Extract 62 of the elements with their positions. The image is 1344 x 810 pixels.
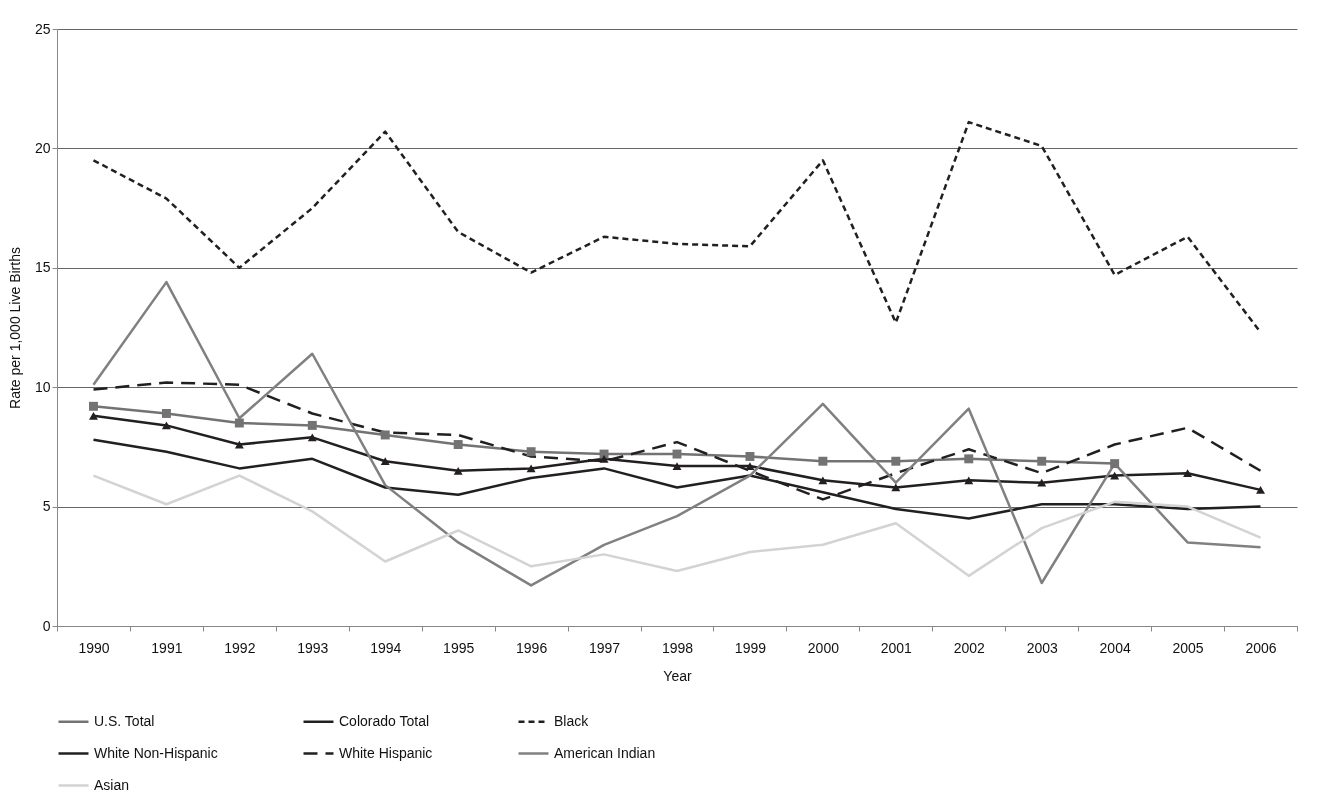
point [453, 466, 463, 475]
line-series [92, 474, 1262, 578]
line-series [92, 280, 1262, 587]
point [307, 433, 317, 442]
point [891, 456, 901, 466]
x-tick-label: 1994 [370, 639, 402, 656]
x-tick-label: 2002 [953, 639, 986, 656]
point [161, 421, 171, 430]
point [599, 454, 609, 463]
y-tick-label: 10 [34, 378, 51, 395]
x-tick-label: 2000 [807, 639, 840, 656]
point [1256, 486, 1265, 494]
x-tick-label: 1995 [443, 639, 475, 656]
point [672, 462, 682, 470]
point [89, 401, 98, 411]
legend-label: Black [554, 712, 590, 729]
point [1110, 459, 1120, 469]
x-tick-label: 1992 [224, 639, 256, 656]
x-tick-label: 2001 [880, 639, 913, 656]
y-tick-label: 5 [42, 498, 51, 515]
x-tick-label: 2006 [1245, 639, 1277, 656]
point [964, 476, 974, 485]
x-tick-label: 2005 [1172, 639, 1204, 656]
y-tick-label: 20 [34, 139, 51, 156]
point [234, 418, 244, 428]
x-axis-title: Year [663, 667, 692, 684]
y-tick-label: 0 [42, 617, 51, 634]
x-tick-label: 2004 [1099, 639, 1131, 656]
point [453, 440, 463, 449]
x-tick-label: 1996 [516, 639, 548, 656]
point [161, 409, 171, 418]
point [380, 457, 390, 466]
legend-label: Colorado Total [339, 712, 430, 729]
point [818, 456, 828, 466]
x-tick-label: 2003 [1026, 639, 1058, 656]
point [818, 476, 828, 485]
x-tick-label: 1993 [297, 639, 329, 656]
point [307, 420, 317, 430]
point [1037, 478, 1047, 487]
legend-label: American Indian [554, 744, 656, 761]
legend-label: White Non-Hispanic [94, 744, 218, 761]
point [964, 454, 974, 464]
point [672, 449, 682, 459]
legend-label: White Hispanic [339, 744, 433, 761]
point [89, 411, 98, 420]
y-axis-title: Rate per 1,000 Live Births [6, 247, 23, 409]
x-tick-label: 1991 [151, 639, 183, 656]
x-tick-label: 1998 [661, 639, 694, 656]
point [1183, 469, 1193, 478]
point [745, 451, 755, 461]
point [745, 462, 755, 470]
legend-label: Asian [94, 776, 130, 793]
point [526, 447, 536, 457]
y-tick-label: 15 [34, 259, 51, 276]
legend-label: U.S. Total [94, 712, 155, 729]
point [1037, 456, 1047, 466]
point [380, 430, 390, 440]
x-tick-label: 1990 [78, 639, 110, 656]
y-tick-label: 25 [34, 20, 51, 37]
x-tick-label: 1997 [588, 639, 621, 656]
point [526, 464, 536, 473]
x-tick-label: 1999 [734, 639, 767, 656]
